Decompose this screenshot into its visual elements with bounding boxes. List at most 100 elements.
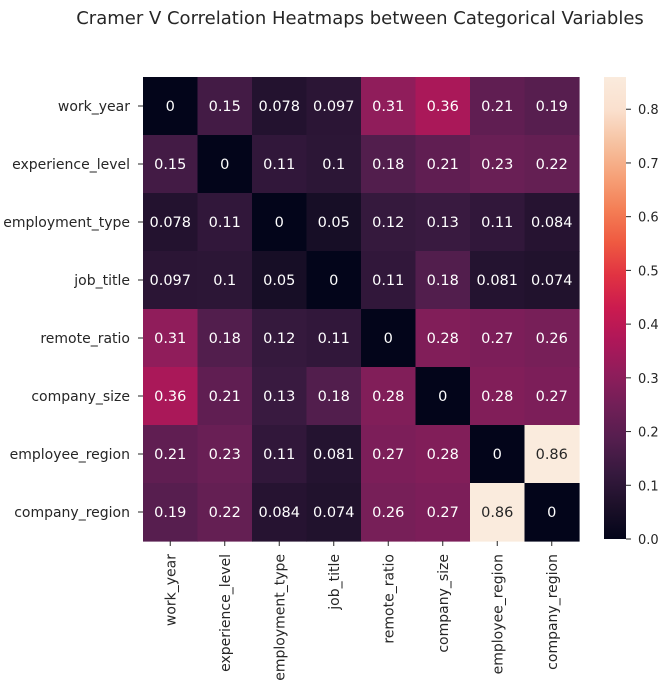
heatmap-cell — [143, 251, 199, 310]
heatmap-cell — [143, 483, 199, 542]
cell-value-label: 0.12 — [372, 215, 404, 231]
row-tick-label: job_title — [73, 273, 130, 289]
colorbar-ticks: 0.0 0.1 0.2 0.3 0.4 0.5 0.6 0.7 0.8 — [626, 103, 659, 548]
colorbar-tick-label: 0.3 — [638, 372, 659, 387]
heatmap-cell — [470, 251, 526, 310]
heatmap-cell — [197, 77, 253, 136]
cell-value-label: 0.18 — [209, 331, 241, 347]
cell-value-label: 0.11 — [263, 447, 295, 463]
colorbar-tick-label: 0.0 — [638, 533, 659, 548]
cell-value-label: 0.22 — [209, 505, 241, 521]
heatmap-cell — [415, 425, 471, 484]
cell-value-label: 0.097 — [313, 99, 355, 115]
chart-title: Cramer V Correlation Heatmaps between Ca… — [76, 8, 644, 29]
cell-value-label: 0.11 — [481, 215, 513, 231]
row-tick-label: work_year — [58, 99, 130, 115]
heatmap-cell — [361, 309, 417, 368]
heatmap-cell — [361, 483, 417, 542]
cell-value-label: 0.18 — [372, 157, 404, 173]
cell-value-label: 0.084 — [531, 215, 573, 231]
cell-value-label: 0.36 — [427, 99, 459, 115]
heatmap-cell — [524, 483, 580, 542]
cell-value-label: 0.11 — [372, 273, 404, 289]
column-tick-label: employee_region — [490, 554, 506, 674]
heatmap-cell — [470, 193, 526, 252]
heatmap-cells: 0 0.15 0.078 0.097 0.31 0.36 0.21 0.19 0.15 0 0.11… — [143, 77, 580, 542]
cell-value-label: 0.05 — [318, 215, 350, 231]
heatmap-cell — [252, 309, 308, 368]
cell-value-label: 0.27 — [427, 505, 459, 521]
heatmap-cell — [361, 251, 417, 310]
cell-value-label: 0 — [438, 389, 447, 405]
heatmap-cell — [361, 135, 417, 194]
heatmap-cell — [306, 483, 362, 542]
cell-value-label: 0 — [493, 447, 502, 463]
heatmap-cell — [524, 309, 580, 368]
cell-value-label: 0.21 — [209, 389, 241, 405]
heatmap-cell — [197, 135, 253, 194]
cell-value-label: 0.28 — [372, 389, 404, 405]
colorbar-tick-label: 0.4 — [638, 318, 659, 333]
heatmap-cell — [143, 193, 199, 252]
cell-value-label: 0.86 — [536, 447, 568, 463]
cell-value-label: 0.21 — [154, 447, 186, 463]
heatmap-cell — [252, 483, 308, 542]
cell-value-label: 0.19 — [154, 505, 186, 521]
heatmap-cell — [415, 367, 471, 426]
heatmap-cell — [143, 309, 199, 368]
cell-value-label: 0.18 — [427, 273, 459, 289]
heatmap-cell — [415, 77, 471, 136]
cell-value-label: 0.081 — [476, 273, 518, 289]
cell-value-label: 0 — [275, 215, 284, 231]
heatmap-cell — [415, 483, 471, 542]
cell-value-label: 0.86 — [481, 505, 513, 521]
column-tick-label: job_title — [327, 554, 343, 611]
heatmap-cell — [524, 251, 580, 310]
cell-value-label: 0.28 — [427, 447, 459, 463]
heatmap-cell — [415, 193, 471, 252]
cell-value-label: 0.11 — [209, 215, 241, 231]
heatmap-cell — [470, 77, 526, 136]
column-tick-label: remote_ratio — [381, 554, 397, 644]
heatmap-cell — [524, 77, 580, 136]
cell-value-label: 0.13 — [427, 215, 459, 231]
cell-value-label: 0.31 — [372, 99, 404, 115]
cell-value-label: 0 — [220, 157, 229, 173]
cell-value-label: 0.12 — [263, 331, 295, 347]
heatmap-cell — [197, 425, 253, 484]
heatmap-cell — [252, 367, 308, 426]
cell-value-label: 0.18 — [318, 389, 350, 405]
heatmap-cell — [470, 135, 526, 194]
cell-value-label: 0.31 — [154, 331, 186, 347]
heatmap-cell — [470, 309, 526, 368]
row-tick-label: employment_type — [3, 215, 130, 231]
heatmap-cell — [252, 135, 308, 194]
heatmap-cell — [306, 77, 362, 136]
heatmap-cell — [470, 425, 526, 484]
cell-value-label: 0.19 — [536, 99, 568, 115]
cell-value-label: 0.36 — [154, 389, 186, 405]
cell-value-label: 0.21 — [427, 157, 459, 173]
heatmap-cell — [524, 367, 580, 426]
cell-value-label: 0.05 — [263, 273, 295, 289]
cell-value-label: 0.1 — [322, 157, 345, 173]
heatmap-cell — [143, 425, 199, 484]
column-tick-label: experience_level — [218, 554, 234, 672]
heatmap-cell — [306, 309, 362, 368]
cell-value-label: 0.11 — [318, 331, 350, 347]
cell-value-label: 0.13 — [263, 389, 295, 405]
colorbar — [604, 77, 626, 539]
heatmap-cell — [197, 309, 253, 368]
cell-value-label: 0.084 — [258, 505, 300, 521]
cell-value-label: 0.23 — [481, 157, 513, 173]
heatmap-cell — [252, 251, 308, 310]
heatmap-cell — [143, 135, 199, 194]
heatmap-cell — [415, 135, 471, 194]
row-tick-label: remote_ratio — [40, 331, 130, 347]
heatmap-cell — [306, 251, 362, 310]
colorbar-gradient — [604, 77, 626, 539]
cell-value-label: 0.22 — [536, 157, 568, 173]
colorbar-tick-label: 0.6 — [638, 211, 659, 226]
cell-value-label: 0.26 — [372, 505, 404, 521]
